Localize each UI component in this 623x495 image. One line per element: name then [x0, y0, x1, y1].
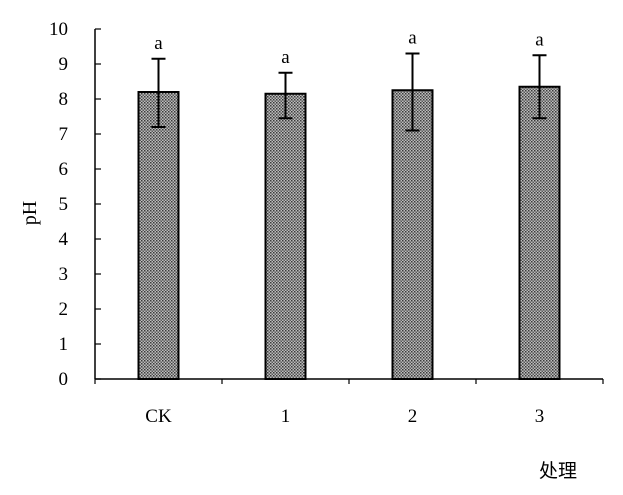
y-tick-label: 3 — [59, 264, 69, 285]
y-tick-label: 1 — [59, 334, 69, 355]
x-tick-label: 2 — [408, 406, 418, 427]
bar — [264, 92, 307, 380]
y-tick-label: 10 — [49, 19, 68, 40]
y-tick-label: 8 — [59, 89, 69, 110]
y-tick-label: 4 — [59, 229, 69, 250]
bar — [391, 89, 434, 380]
y-tick-label: 9 — [59, 54, 69, 75]
significance-labels-group: aaa a — [154, 28, 544, 68]
bar — [518, 85, 561, 380]
significance-label: a — [154, 33, 163, 54]
error-bars-group — [151, 52, 547, 132]
y-tick-label: 0 — [59, 369, 69, 390]
y-tick-label: 5 — [59, 194, 69, 215]
x-tick-label: CK — [145, 406, 172, 427]
y-tick-label: 6 — [59, 159, 69, 180]
significance-label: a — [408, 28, 417, 49]
y-axis-title: pH — [19, 201, 41, 225]
y-tick-label: 7 — [59, 124, 69, 145]
x-tick-label: 3 — [535, 406, 545, 427]
x-tick-label: 1 — [281, 406, 291, 427]
x-ticks-group: CK 1 2 3 — [94, 379, 604, 427]
y-tick-label: 2 — [59, 299, 69, 320]
y-ticks-group: 0 1 2 3 4 5 6 7 8 9 10 — [49, 19, 101, 390]
significance-label: a — [281, 47, 290, 68]
significance-label: a — [535, 29, 544, 50]
bar — [137, 91, 180, 380]
bars-group — [137, 85, 561, 380]
x-axis-title: 处理 — [539, 460, 577, 482]
